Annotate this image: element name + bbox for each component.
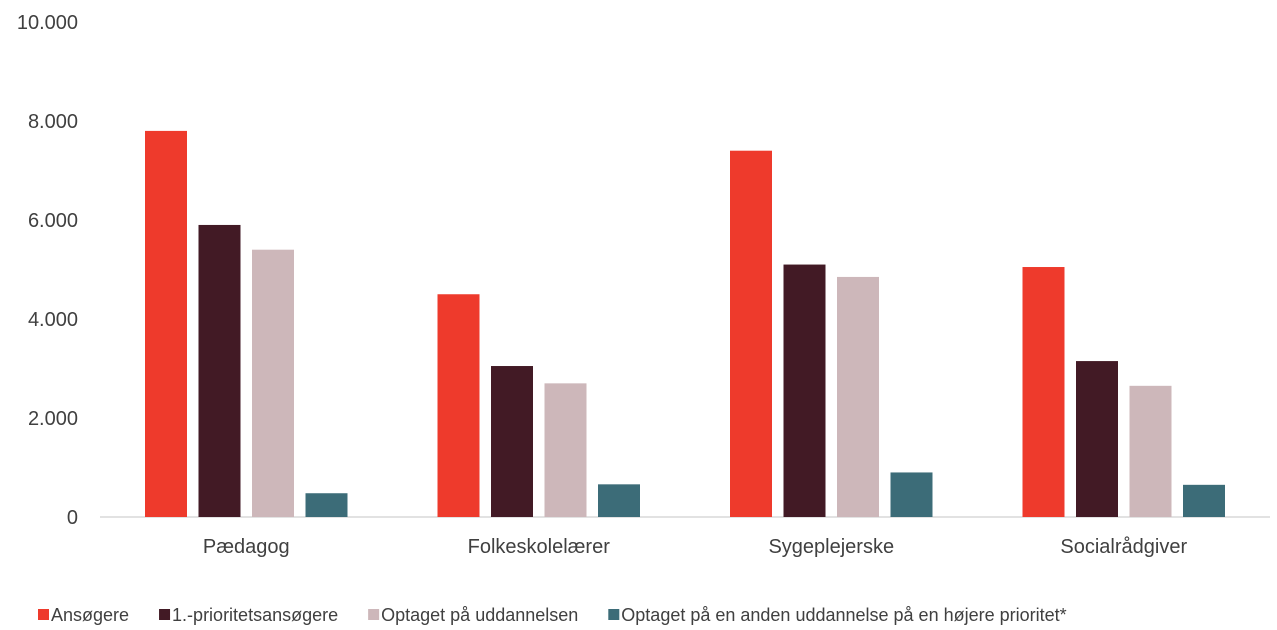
y-tick-label: 2.000 [28,408,78,430]
bar [305,493,348,517]
x-category-label: Pædagog [203,536,290,558]
bar [1183,484,1225,517]
x-category-label: Folkeskolelærer [468,536,611,558]
legend-swatch [38,609,49,620]
bar [544,383,587,517]
bar [730,150,772,517]
legend-label: Ansøgere [51,605,129,625]
bar [837,276,879,517]
y-axis: 0 2.000 4.000 6.000 8.000 10.000 [17,12,78,529]
y-tick-label: 6.000 [28,210,78,232]
bar [783,264,826,517]
legend-label: Optaget på en anden uddannelse på en høj… [621,605,1066,625]
bar [890,472,933,517]
bar [145,130,187,517]
bar [1129,385,1172,517]
bar [437,294,480,517]
legend-label: Optaget på uddannelsen [381,605,578,625]
y-tick-label: 8.000 [28,111,78,133]
y-tick-label: 4.000 [28,309,78,331]
x-axis: Pædagog Folkeskolelærer Sygeplejerske Socia… [203,536,1188,558]
x-category-label: Sygeplejerske [768,536,894,558]
legend-swatch [608,609,620,620]
bar [252,249,294,517]
legend-swatch [159,609,171,620]
bar [598,484,640,517]
legend-label: 1.-prioritetsansøgere [172,605,338,625]
legend-swatch [368,609,380,620]
bar [491,366,533,517]
bar [1076,361,1118,517]
legend: Ansøgere 1.-prioritetsansøgere Optaget på … [38,605,1067,625]
bar [1022,267,1065,517]
bars [145,130,1225,517]
x-category-label: Socialrådgiver [1060,536,1187,558]
y-tick-label: 0 [67,507,78,529]
y-tick-label: 10.000 [17,12,78,34]
bar [198,224,241,517]
